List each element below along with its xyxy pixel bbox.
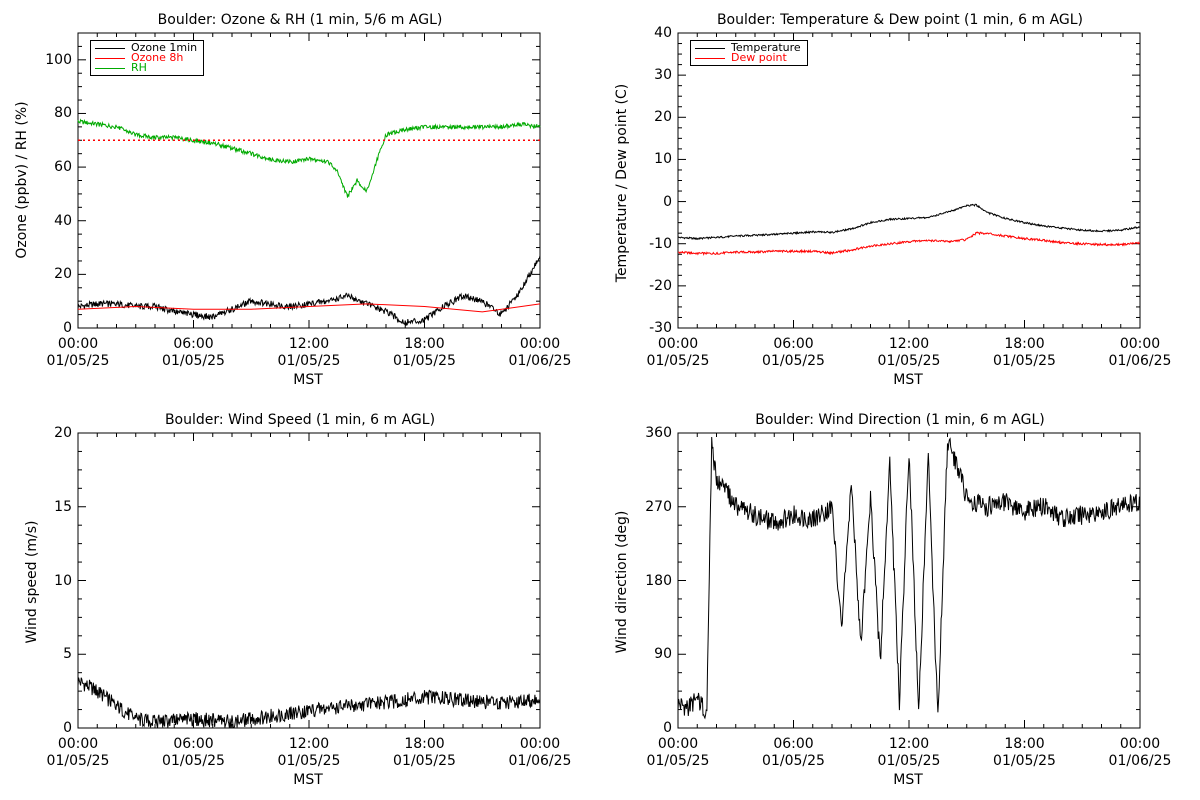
ozone-rh-panel: Boulder: Ozone & RH (1 min, 5/6 m AGL) O… (0, 0, 600, 400)
y-tick-label: 90 (654, 646, 672, 663)
x-axis-label: MST (293, 372, 323, 388)
y-tick-label: 40 (54, 212, 72, 229)
x-tick-label: 00:00 01/06/25 (508, 336, 572, 369)
x-tick-label: 06:00 01/05/25 (162, 736, 225, 769)
legend-swatch (95, 47, 125, 49)
legend-label: Ozone 1min (131, 41, 198, 54)
x-tick-label: 12:00 01/05/25 (277, 736, 341, 769)
legend-swatch (695, 47, 725, 49)
y-tick-label: -30 (649, 320, 672, 336)
x-tick-label: 12:00 01/05/25 (277, 336, 341, 369)
series-line (77, 255, 541, 326)
x-axis-label: MST (893, 772, 923, 788)
x-tick-label: 00:00 01/05/25 (46, 736, 110, 769)
legend-swatch (95, 67, 125, 69)
plot-frame (677, 432, 1141, 729)
chart-title: Boulder: Wind Direction (1 min, 6 m AGL) (755, 412, 1045, 428)
chart-title: Boulder: Wind Speed (1 min, 6 m AGL) (164, 412, 436, 428)
legend-item-temperature: Temperature (695, 41, 801, 54)
y-tick-label: -10 (649, 235, 672, 252)
chart-title: Boulder: Ozone & RH (1 min, 5/6 m AGL) (157, 12, 443, 28)
x-tick-label: 06:00 01/05/25 (162, 336, 225, 369)
y-tick-label: 80 (54, 105, 72, 122)
y-tick-label: -20 (649, 277, 672, 294)
series-line (77, 677, 541, 729)
chart-legend: Temperature Dew point (690, 40, 808, 66)
y-tick-label: 15 (54, 498, 72, 515)
plot-frame (77, 32, 541, 329)
wind-speed-panel: Boulder: Wind Speed (1 min, 6 m AGL) Win… (0, 400, 600, 800)
x-tick-label: 12:00 01/05/25 (877, 336, 941, 369)
y-tick-label: 40 (654, 25, 672, 41)
y-tick-label: 20 (54, 266, 72, 283)
y-axis-label: Temperature / Dew point (C) (614, 83, 630, 283)
x-tick-label: 00:00 01/05/25 (46, 336, 110, 369)
y-tick-label: 10 (54, 572, 72, 589)
x-tick-label: 00:00 01/06/25 (1108, 336, 1172, 369)
x-tick-label: 00:00 01/05/25 (646, 336, 710, 369)
chart-title: Boulder: Temperature & Dew point (1 min,… (716, 12, 1084, 28)
series-line (77, 303, 541, 313)
temp-dew-chart (677, 32, 1141, 329)
legend-label: RH (131, 61, 147, 74)
y-axis-label: Ozone (ppbv) / RH (%) (14, 101, 30, 259)
y-tick-label: 180 (645, 572, 672, 589)
chart-legend: Ozone 1min Ozone 8h RH (90, 40, 205, 76)
y-tick-label: 10 (654, 151, 672, 168)
y-tick-label: 20 (654, 109, 672, 126)
y-tick-label: 5 (63, 646, 72, 663)
legend-swatch (695, 57, 725, 59)
legend-item-ozone-1min: Ozone 1min (95, 41, 198, 54)
x-tick-label: 18:00 01/05/25 (393, 336, 456, 369)
x-tick-label: 00:00 01/06/25 (508, 736, 572, 769)
y-tick-label: 0 (63, 320, 72, 336)
series-line (677, 436, 1141, 720)
legend-swatch (95, 57, 125, 59)
y-tick-label: 20 (54, 425, 72, 441)
y-axis-label: Wind direction (deg) (614, 510, 630, 654)
legend-item-rh: RH (95, 61, 197, 74)
x-tick-label: 06:00 01/05/25 (762, 336, 825, 369)
ozone-rh-chart (77, 32, 541, 329)
y-tick-label: 60 (54, 159, 72, 176)
series-line (678, 231, 1141, 256)
y-tick-label: 30 (654, 67, 672, 84)
x-tick-label: 18:00 01/05/25 (993, 336, 1056, 369)
legend-label: Dew point (731, 51, 787, 64)
x-tick-label: 12:00 01/05/25 (877, 736, 941, 769)
legend-item-dew-point: Dew point (695, 51, 801, 64)
x-axis-label: MST (293, 772, 323, 788)
x-tick-label: 18:00 01/05/25 (393, 736, 456, 769)
x-tick-label: 06:00 01/05/25 (762, 736, 825, 769)
x-tick-label: 00:00 01/06/25 (1108, 736, 1172, 769)
x-tick-label: 18:00 01/05/25 (993, 736, 1056, 769)
series-line (677, 203, 1141, 241)
y-tick-label: 0 (663, 193, 672, 210)
temp-dew-panel: Boulder: Temperature & Dew point (1 min,… (600, 0, 1200, 400)
legend-label: Temperature (731, 41, 801, 54)
x-tick-label: 00:00 01/05/25 (646, 736, 710, 769)
series-line (77, 118, 541, 198)
x-axis-label: MST (893, 372, 923, 388)
y-tick-label: 0 (63, 720, 72, 736)
wind-direction-panel: Boulder: Wind Direction (1 min, 6 m AGL)… (600, 400, 1200, 800)
plot-frame (677, 32, 1141, 329)
legend-item-ozone-8h: Ozone 8h (95, 51, 197, 64)
y-tick-label: 270 (645, 498, 672, 515)
y-tick-label: 360 (645, 425, 672, 441)
wind-speed-chart (77, 432, 541, 729)
legend-label: Ozone 8h (131, 51, 184, 64)
plot-frame (77, 432, 541, 729)
wind-direction-chart (677, 432, 1141, 729)
y-tick-label: 100 (45, 51, 72, 68)
y-tick-label: 0 (663, 720, 672, 736)
